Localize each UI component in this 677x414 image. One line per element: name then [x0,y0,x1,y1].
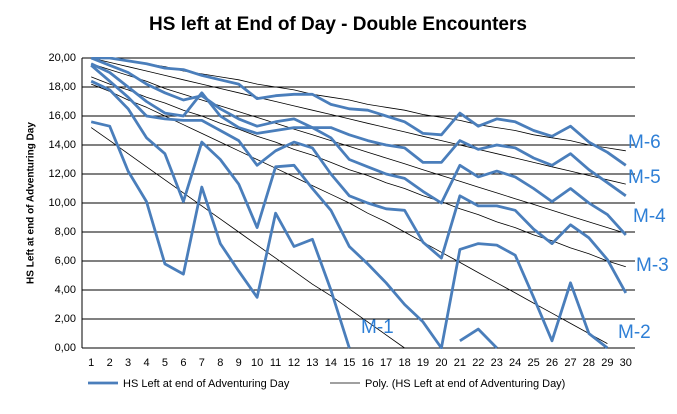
y-tick-label: 2,00 [55,313,76,325]
legend-label: HS Left at end of Adventuring Day [123,378,290,390]
x-tick-label: 12 [288,357,300,369]
trend-line [91,63,626,234]
x-tick-label: 13 [306,357,318,369]
x-tick-label: 7 [199,357,205,369]
x-tick-label: 8 [217,357,223,369]
chart-title: HS left at End of Day - Double Encounter… [149,14,527,35]
x-tick-label: 3 [125,357,131,369]
x-tick-label: 9 [236,357,242,369]
x-tick-label: 20 [435,357,447,369]
series-line [91,57,627,167]
series-annotation: M-6 [628,132,661,153]
x-tick-label: 21 [454,357,466,369]
series-line [90,57,627,197]
x-tick-label: 17 [380,357,392,369]
x-tick-label: 24 [509,357,521,369]
x-tick-label: 11 [270,357,281,369]
trend-line [91,57,626,185]
y-tick-label: 14,00 [48,139,76,151]
y-tick-label: 8,00 [55,226,76,238]
series-annotation: M-1 [361,317,394,338]
y-axis-label: HS Left at end of Adventuring Day [26,122,37,284]
series-line [90,62,627,236]
y-tick-label: 4,00 [55,284,76,296]
legend-label: Poly. (HS Left at end of Adventuring Day… [365,378,565,390]
y-tick-label: 10,00 [48,197,76,209]
y-tick-label: 20,00 [48,52,76,64]
series-annotation: M-3 [636,255,669,276]
x-tick-label: 16 [362,357,374,369]
y-tick-label: 6,00 [55,255,76,267]
x-tick-label: 25 [527,357,539,369]
x-tick-label: 19 [417,357,429,369]
y-tick-label: 16,00 [48,110,76,122]
x-tick-label: 2 [107,357,113,369]
trend-line [91,83,608,344]
x-tick-label: 10 [251,357,263,369]
trend-line [90,127,405,349]
x-tick-label: 27 [564,357,576,369]
series-line [90,120,498,349]
x-tick-label: 1 [88,357,94,369]
x-tick-label: 22 [472,357,484,369]
series-annotation: M-5 [628,167,661,188]
trend-line [91,76,626,268]
y-tick-label: 18,00 [48,81,76,93]
x-tick-label: 6 [180,357,186,369]
y-tick-label: 0,00 [55,342,76,354]
x-tick-label: 26 [546,357,558,369]
x-tick-label: 15 [343,357,355,369]
series-line [90,79,609,349]
x-tick-label: 28 [583,357,595,369]
x-tick-label: 18 [398,357,410,369]
x-tick-label: 30 [620,357,632,369]
x-tick-label: 23 [491,357,503,369]
x-tick-label: 14 [325,357,337,369]
y-tick-label: 12,00 [48,168,76,180]
series-line [90,64,628,294]
series-annotation: M-2 [618,322,651,343]
x-tick-label: 29 [601,357,613,369]
x-tick-label: 5 [162,357,168,369]
x-tick-label: 4 [143,357,149,369]
series-annotation: M-4 [633,206,666,227]
